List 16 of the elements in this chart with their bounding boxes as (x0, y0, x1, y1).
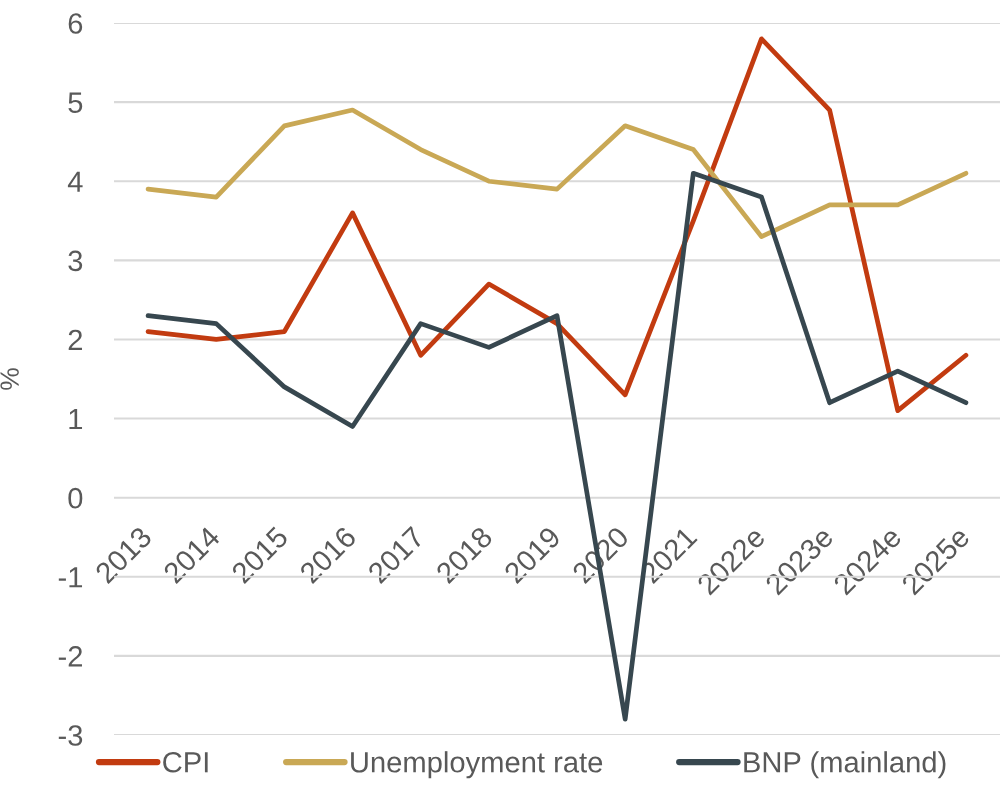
y-tick-label: -1 (58, 567, 83, 588)
legend-label: Unemployment rate (351, 751, 603, 779)
y-tick-label: 1 (69, 409, 83, 430)
line-series (145, 107, 969, 239)
y-tick-label: -2 (58, 646, 82, 667)
y-tick-label: 3 (68, 250, 83, 272)
y-axis-title: % (0, 368, 19, 390)
y-tick-label: 5 (68, 92, 83, 113)
y-tick-label: 6 (68, 13, 83, 34)
legend-label: BNP (mainland) (744, 751, 946, 779)
y-tick-label: 0 (68, 487, 83, 509)
y-tick-label: 2 (68, 329, 82, 351)
line-series (145, 36, 969, 413)
y-tick-label: -3 (58, 725, 83, 746)
y-tick-label: 4 (67, 171, 83, 192)
legend-label: CPI (163, 751, 208, 773)
